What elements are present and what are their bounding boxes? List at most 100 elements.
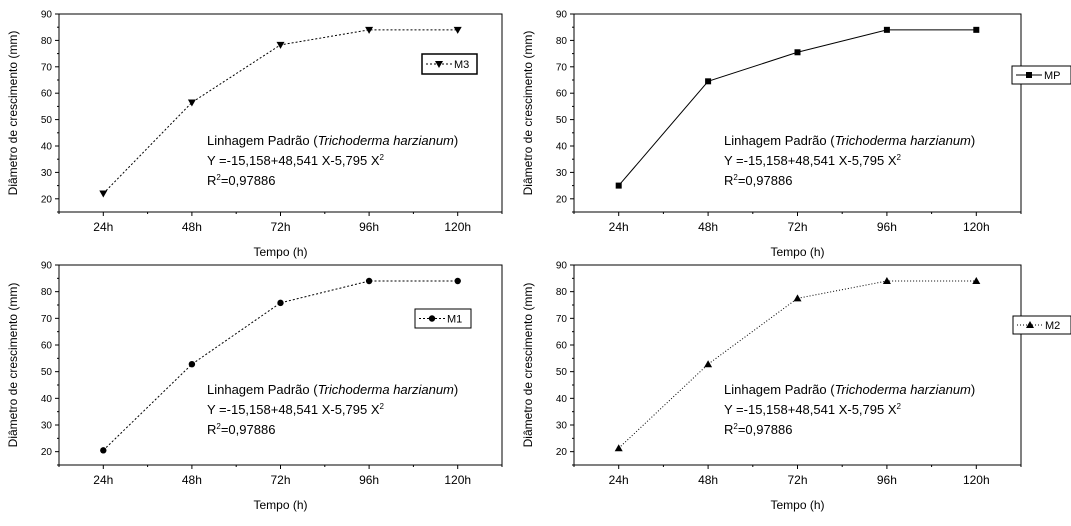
- data-point: [99, 190, 108, 198]
- data-point: [704, 360, 713, 368]
- data-point: [187, 99, 196, 107]
- data-point: [705, 78, 712, 85]
- equation-annotation: Linhagem Padrão (Trichoderma harzianum) Y…: [207, 133, 458, 188]
- y-tick-label: 80: [556, 36, 568, 47]
- x-axis-title: Tempo (h): [253, 498, 307, 512]
- annotation-r-squared: R2=0,97886: [207, 422, 275, 437]
- x-tick-label: 48h: [182, 473, 202, 487]
- y-tick-label: 70: [41, 62, 53, 73]
- y-tick-label: 20: [41, 194, 53, 205]
- legend-marker: [428, 315, 436, 322]
- annotation-equation: Y =-15,158+48,541 X-5,795 X2: [207, 153, 385, 168]
- x-tick-label: 96h: [359, 473, 379, 487]
- y-tick-label: 50: [41, 367, 53, 378]
- y-tick-label: 20: [41, 447, 53, 458]
- y-tick-label: 90: [41, 10, 53, 21]
- legend-marker: [435, 61, 443, 68]
- y-axis-title: Diâmetro de crescimento (mm): [6, 283, 20, 448]
- x-axis-title: Tempo (h): [770, 498, 824, 512]
- data-point: [615, 182, 622, 189]
- chart-panel-3: 20 30 40 50 60 70 80 90 24h 48h 72h 96h 120h Tempo (h…: [6, 261, 503, 512]
- y-tick-label: 60: [556, 89, 568, 100]
- x-tick-label: 24h: [609, 473, 629, 487]
- data-point: [277, 299, 284, 307]
- series-line-M3: [102, 29, 458, 194]
- annotation-strain: Linhagem Padrão (Trichoderma harzianum): [724, 133, 975, 148]
- equation-annotation: Linhagem Padrão (Trichoderma harzianum) Y…: [724, 133, 975, 188]
- x-tick-label: 120h: [963, 220, 990, 234]
- y-tick-label: 50: [556, 115, 568, 126]
- y-tick-label: 90: [556, 261, 568, 272]
- data-point: [614, 444, 623, 452]
- x-tick-label: 96h: [877, 473, 897, 487]
- annotation-strain: Linhagem Padrão (Trichoderma harzianum): [207, 133, 458, 148]
- y-tick-label: 30: [41, 421, 53, 432]
- annotation-r-squared: R2=0,97886: [724, 173, 792, 188]
- annotation-equation: Y =-15,158+48,541 X-5,795 X2: [207, 402, 385, 417]
- y-tick-label: 60: [556, 341, 568, 352]
- annotation-strain: Linhagem Padrão (Trichoderma harzianum): [724, 382, 975, 397]
- legend: M1: [414, 308, 472, 329]
- y-tick-label: 40: [41, 142, 53, 153]
- y-tick-label: 80: [41, 287, 53, 298]
- y-tick-label: 60: [41, 89, 53, 100]
- legend-label: M3: [454, 59, 469, 71]
- y-tick-label: 40: [556, 394, 568, 405]
- legend-marker: [1026, 321, 1034, 328]
- data-point: [793, 294, 802, 302]
- annotation-r-squared: R2=0,97886: [724, 422, 792, 437]
- y-axis-title: Diâmetro de crescimento (mm): [521, 31, 535, 196]
- x-tick-label: 48h: [698, 220, 718, 234]
- x-tick-label: 120h: [444, 220, 471, 234]
- plot-frame: [58, 264, 503, 466]
- y-tick-label: 90: [556, 10, 568, 21]
- data-point: [453, 26, 462, 34]
- x-tick-label: 48h: [698, 473, 718, 487]
- y-tick-label: 60: [41, 341, 53, 352]
- legend: M2: [1012, 315, 1071, 335]
- y-tick-label: 80: [41, 36, 53, 47]
- x-tick-label: 120h: [963, 473, 990, 487]
- x-tick-label: 24h: [93, 220, 113, 234]
- annotation-equation: Y =-15,158+48,541 X-5,795 X2: [724, 402, 902, 417]
- legend-box: [421, 53, 478, 75]
- y-tick-label: 90: [41, 261, 53, 272]
- data-point: [100, 447, 107, 454]
- plot-frame: [573, 13, 1022, 213]
- legend: M3: [421, 53, 478, 75]
- series-line-M2: [618, 280, 977, 449]
- y-axis-title: Diâmetro de crescimento (mm): [521, 283, 535, 448]
- y-tick-label: 50: [41, 115, 53, 126]
- y-tick-label: 50: [556, 367, 568, 378]
- y-tick-label: 20: [556, 194, 568, 205]
- legend-label: M1: [447, 314, 462, 326]
- y-tick-label: 30: [556, 421, 568, 432]
- y-tick-label: 30: [556, 168, 568, 179]
- data-point: [973, 26, 980, 33]
- data-point: [188, 361, 196, 368]
- chart-panel-1: 20 30 40 50 60 70 80 90 24h 48h 72h 96h 120h Tempo (h…: [6, 10, 503, 259]
- x-axis-title: Tempo (h): [770, 245, 824, 259]
- x-tick-label: 120h: [444, 473, 471, 487]
- chart-panel-2: 20 30 40 50 60 70 80 90 24h 48h 72h 96h 120h Tempo (h…: [521, 10, 1071, 259]
- data-point: [794, 49, 801, 56]
- x-tick-label: 96h: [359, 220, 379, 234]
- x-tick-label: 96h: [877, 220, 897, 234]
- y-tick-label: 30: [41, 168, 53, 179]
- annotation-strain: Linhagem Padrão (Trichoderma harzianum): [207, 382, 458, 397]
- x-tick-label: 48h: [182, 220, 202, 234]
- y-tick-label: 20: [556, 447, 568, 458]
- x-tick-label: 24h: [609, 220, 629, 234]
- data-point: [454, 277, 461, 285]
- annotation-equation: Y =-15,158+48,541 X-5,795 X2: [724, 153, 902, 168]
- y-tick-label: 40: [556, 142, 568, 153]
- equation-annotation: Linhagem Padrão (Trichoderma harzianum) Y…: [724, 382, 975, 437]
- equation-annotation: Linhagem Padrão (Trichoderma harzianum) Y…: [207, 382, 458, 437]
- series-line-M1: [102, 280, 458, 451]
- annotation-r-squared: R2=0,97886: [207, 173, 275, 188]
- data-point: [972, 277, 981, 284]
- x-axis-title: Tempo (h): [253, 245, 307, 259]
- data-point: [365, 277, 373, 285]
